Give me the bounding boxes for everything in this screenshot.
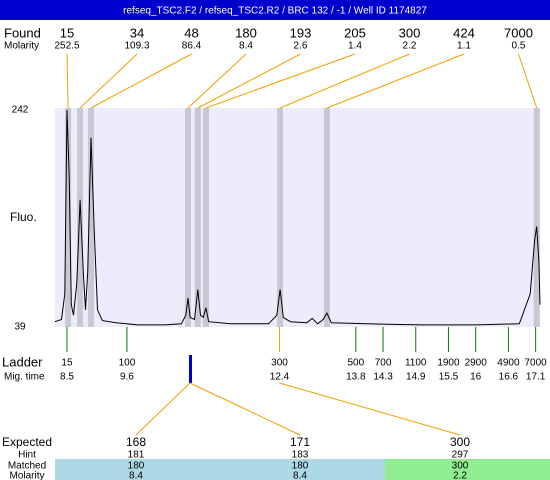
peak-band xyxy=(277,108,284,327)
cell-expected: 300 xyxy=(450,435,470,449)
peak-band xyxy=(87,108,94,327)
cell-hint: 181 xyxy=(128,450,145,461)
found-size: 180 xyxy=(235,25,257,40)
found-size: 193 xyxy=(290,25,312,40)
peak-band xyxy=(533,108,540,327)
matched-bg xyxy=(385,459,550,480)
cell-molarity: 2.2 xyxy=(453,471,467,480)
peak-band xyxy=(65,108,72,327)
matched-bg xyxy=(55,459,385,480)
ladder-time: 14.9 xyxy=(406,372,426,383)
ladder-size: 15 xyxy=(61,358,73,369)
found-molarity: 0.5 xyxy=(512,41,526,52)
plot-area xyxy=(55,108,540,327)
found-size: 300 xyxy=(399,25,421,40)
cell-matched: 180 xyxy=(128,461,145,472)
found-size: 34 xyxy=(130,25,144,40)
found-molarity: 109.3 xyxy=(124,41,149,52)
found-size: 424 xyxy=(453,25,475,40)
found-size: 15 xyxy=(60,25,74,40)
found-molarity: 252.5 xyxy=(54,41,79,52)
title: refseq_TSC2.F2 / refseq_TSC2.R2 / BRC 13… xyxy=(123,6,427,17)
ladder-size: 4900 xyxy=(497,358,520,369)
cell-molarity: 8.4 xyxy=(129,471,143,480)
found-molarity: 2.2 xyxy=(403,41,417,52)
ladder-size: 7000 xyxy=(525,358,548,369)
found-size: 205 xyxy=(344,25,366,40)
connector xyxy=(189,382,301,436)
peak-connector xyxy=(79,53,138,109)
ladder-size: 300 xyxy=(271,358,288,369)
connector xyxy=(279,382,461,436)
ladder-time: 14.3 xyxy=(373,372,393,383)
cell-hint: 183 xyxy=(292,450,309,461)
cell-matched: 300 xyxy=(452,461,469,472)
found-label: Found xyxy=(4,25,41,40)
molarity-label: Molarity xyxy=(4,41,39,52)
cell-expected: 168 xyxy=(126,435,146,449)
title-bar xyxy=(0,0,550,20)
ladder-size: 1100 xyxy=(405,358,427,369)
found-molarity: 86.4 xyxy=(182,41,202,52)
mig-time-label: Mig. time xyxy=(4,372,45,383)
ladder-time: 16.6 xyxy=(499,372,519,383)
found-molarity: 1.4 xyxy=(348,41,362,52)
ladder-time: 12.4 xyxy=(270,372,290,383)
found-molarity: 2.6 xyxy=(294,41,308,52)
ladder-size: 2900 xyxy=(465,358,488,369)
ladder-time: 17.1 xyxy=(526,372,546,383)
ladder-time: 15.5 xyxy=(439,372,459,383)
peak-connector xyxy=(326,53,465,109)
row-label: Matched xyxy=(8,461,46,472)
peak-connector xyxy=(518,53,538,109)
cell-molarity: 8.4 xyxy=(293,471,307,480)
ladder-time: 8.5 xyxy=(60,372,74,383)
cell-hint: 297 xyxy=(452,450,469,461)
row-label: Hint xyxy=(18,450,36,461)
found-molarity: 8.4 xyxy=(239,41,253,52)
ladder-time: 13.8 xyxy=(346,372,366,383)
row-label: Molarity xyxy=(9,471,44,480)
found-molarity: 1.1 xyxy=(457,41,471,52)
ladder-size: 1900 xyxy=(437,358,460,369)
peak-connector xyxy=(66,53,69,109)
peak-connector xyxy=(197,53,301,109)
ladder-size: 500 xyxy=(347,358,364,369)
ladder-time: 16 xyxy=(470,372,482,383)
found-size: 7000 xyxy=(504,25,533,40)
peak-band xyxy=(202,108,209,327)
ladder-size: 700 xyxy=(375,358,392,369)
peak-connector xyxy=(279,53,410,109)
peak-band xyxy=(184,108,191,327)
y-tick-label: 39 xyxy=(14,322,26,333)
y-tick-label: 242 xyxy=(12,105,29,116)
peak-connector xyxy=(90,53,192,109)
peak-band xyxy=(323,108,330,327)
cell-matched: 180 xyxy=(292,461,309,472)
ladder-size: 100 xyxy=(119,358,136,369)
ladder-time: 9.6 xyxy=(120,372,134,383)
row-label: Expected xyxy=(2,435,52,449)
found-size: 48 xyxy=(184,25,198,40)
peak-band xyxy=(194,108,201,327)
connector xyxy=(135,382,191,436)
trace xyxy=(54,109,541,326)
ladder-label: Ladder xyxy=(2,354,43,369)
cell-expected: 171 xyxy=(290,435,310,449)
peak-connector xyxy=(187,53,247,109)
peak-band xyxy=(77,108,84,327)
peak-connector xyxy=(205,53,356,109)
selected-marker xyxy=(189,355,192,383)
y-axis-label: Fluo. xyxy=(10,210,37,224)
